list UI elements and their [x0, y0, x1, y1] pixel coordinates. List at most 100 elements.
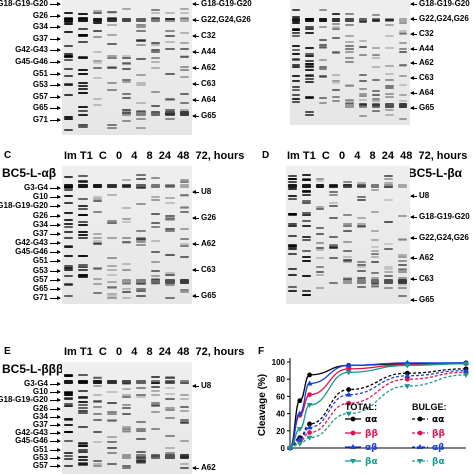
band-arrow: [50, 259, 61, 264]
gel-band: [165, 446, 175, 449]
gel-band: [288, 194, 297, 197]
gel-band: [64, 455, 74, 458]
gel-band: [107, 18, 117, 22]
band-arrow: [50, 186, 61, 190]
gel-band: [121, 466, 132, 469]
band-label: G34: [32, 219, 48, 229]
gel-band: [136, 428, 146, 431]
gel-band: [356, 225, 366, 228]
gel-lane: [179, 362, 190, 474]
gel-band: [121, 279, 132, 285]
band-arrow: [50, 464, 61, 468]
gel-band: [107, 412, 117, 415]
gel-band: [370, 211, 380, 214]
gel-band: [121, 380, 132, 384]
gel-band: [136, 58, 146, 61]
gel-band: [107, 219, 117, 222]
band-label: G65: [201, 111, 217, 120]
band-arrow: [410, 91, 417, 96]
data-point: [307, 392, 312, 398]
gel-band: [301, 174, 311, 177]
gel-band: [121, 111, 132, 114]
gel-band: [136, 26, 146, 29]
gel-band: [121, 296, 132, 299]
gel-band: [384, 174, 394, 177]
band-label: G65: [32, 103, 48, 113]
gel-band: [315, 177, 325, 180]
gel-band: [292, 89, 301, 92]
gel-band: [92, 405, 103, 408]
gel-band: [384, 221, 394, 224]
gel-band: [136, 237, 146, 240]
gel-band: [398, 18, 407, 22]
gel-band: [92, 9, 103, 12]
gel-band: [64, 391, 74, 394]
gel-band: [370, 285, 380, 288]
gel-band: [179, 463, 189, 466]
band-label: G57: [32, 91, 48, 101]
gel-band: [107, 410, 117, 413]
gel-band: [384, 185, 394, 188]
series-line: [289, 368, 467, 449]
gel-band: [150, 274, 161, 277]
gel-band: [343, 181, 352, 184]
gel-band: [150, 390, 161, 393]
gel-band: [345, 84, 354, 87]
gel-lane: [397, 166, 408, 304]
gel-band: [64, 380, 74, 384]
gel-band: [398, 84, 407, 87]
gel-band: [305, 27, 314, 30]
gel-band: [288, 243, 297, 246]
gel-band: [121, 80, 132, 83]
gel-band: [78, 34, 88, 37]
gel-band: [92, 283, 103, 286]
band-arrow: [50, 94, 61, 99]
data-point: [307, 421, 312, 427]
gel-band: [343, 184, 352, 188]
band-arrow: [50, 447, 61, 452]
y-tick-label: 0: [281, 444, 286, 453]
gel-band: [329, 191, 339, 194]
gel-band: [107, 294, 117, 297]
gel-band: [121, 427, 132, 430]
gel-band: [92, 400, 103, 403]
gel-band: [318, 65, 327, 68]
gel-band: [318, 26, 327, 29]
lane-header-e: Im T1 C 0 4 8 24 48 72, hours: [64, 346, 245, 358]
band-arrow: [410, 31, 417, 36]
gel-band: [64, 226, 74, 229]
gel-band: [385, 23, 394, 26]
gel-band: [370, 229, 380, 232]
gel-band: [345, 101, 354, 104]
gel-band: [356, 263, 366, 266]
gel-band: [64, 117, 74, 120]
band-arrow: [192, 242, 199, 246]
gel-band: [78, 380, 88, 384]
gel-band: [301, 177, 311, 180]
gel-band: [385, 35, 394, 38]
gel-band: [64, 397, 74, 400]
gel-band: [179, 184, 189, 188]
gel-band: [150, 176, 161, 179]
gel-band: [78, 73, 88, 76]
gel-band: [301, 193, 311, 196]
band-arrow: [410, 16, 417, 21]
band-arrow: [50, 213, 61, 218]
gel-lane: [150, 0, 161, 135]
gel-band: [179, 55, 189, 58]
gel-band: [136, 74, 146, 77]
band-arrow: [50, 455, 61, 460]
gel-band: [384, 287, 394, 290]
gel-band: [64, 222, 74, 225]
gel-band: [136, 386, 146, 389]
gel-band: [92, 61, 103, 64]
gel-band: [318, 18, 327, 22]
gel-lane: [356, 166, 367, 304]
gel-band: [292, 80, 301, 83]
data-point: [287, 446, 293, 451]
gel-band: [345, 35, 354, 38]
gel-band: [370, 276, 380, 279]
panel-letter-f: F: [258, 346, 265, 357]
gel-band: [398, 32, 407, 35]
lane-header-d: Im T1 C 0 4 8 24 48 72, hours: [287, 150, 468, 162]
